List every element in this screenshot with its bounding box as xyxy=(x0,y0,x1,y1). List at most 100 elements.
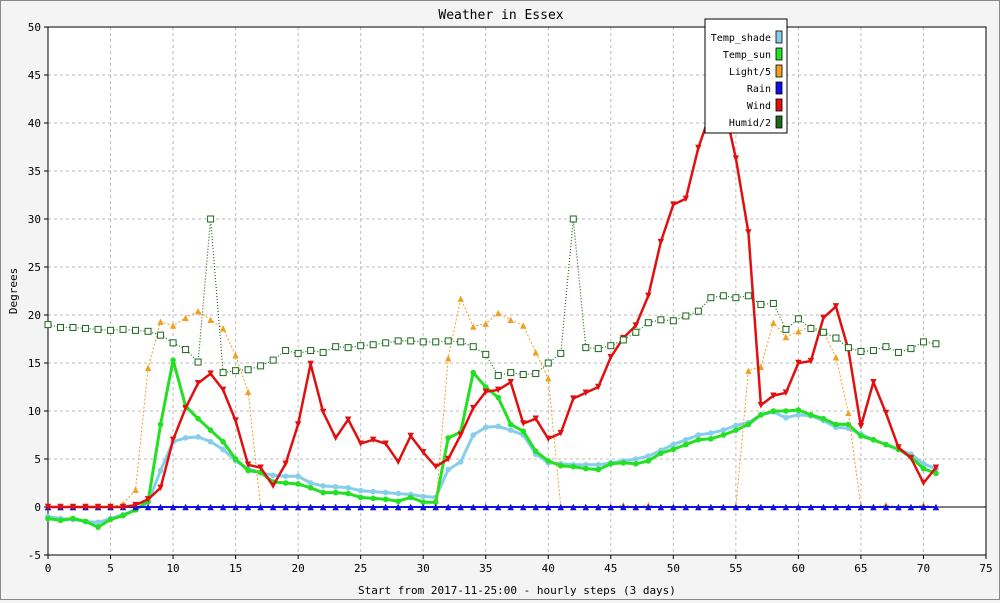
data-point xyxy=(795,407,802,413)
data-point xyxy=(657,238,665,246)
data-point xyxy=(695,437,702,443)
data-point xyxy=(707,294,715,302)
data-point xyxy=(82,503,89,511)
data-point xyxy=(244,366,252,374)
data-point xyxy=(195,415,201,422)
data-point xyxy=(82,518,89,525)
data-point xyxy=(682,195,690,203)
data-point xyxy=(658,450,664,457)
data-point xyxy=(544,359,552,367)
data-point xyxy=(232,417,239,424)
data-point xyxy=(657,316,665,324)
data-point xyxy=(232,352,239,359)
data-point xyxy=(757,503,765,511)
data-point xyxy=(582,503,589,511)
data-point xyxy=(557,349,565,357)
series-layer xyxy=(44,98,940,530)
data-point xyxy=(532,349,539,356)
data-point xyxy=(582,344,590,352)
data-point xyxy=(382,489,389,496)
y-tick-label: 0 xyxy=(34,501,41,514)
x-tick-label: 35 xyxy=(479,562,492,575)
data-point xyxy=(207,215,215,223)
data-point xyxy=(470,323,477,330)
data-point xyxy=(857,423,865,430)
data-point xyxy=(695,432,702,438)
data-point xyxy=(457,338,465,346)
data-point xyxy=(369,503,377,511)
data-point xyxy=(295,481,301,487)
data-point xyxy=(282,480,289,486)
data-point xyxy=(683,437,689,443)
data-point xyxy=(169,339,177,347)
data-point xyxy=(870,503,877,511)
data-point xyxy=(394,458,402,466)
x-axis-label: Start from 2017-11-25:00 - hourly steps … xyxy=(358,584,676,597)
data-point xyxy=(582,461,589,468)
legend-label: Rain xyxy=(747,84,771,95)
data-point xyxy=(395,498,401,505)
data-point xyxy=(157,318,164,325)
data-point xyxy=(370,488,376,495)
data-point xyxy=(95,524,101,530)
data-point xyxy=(444,337,452,345)
data-point xyxy=(708,430,714,436)
data-point xyxy=(344,344,352,352)
data-point xyxy=(332,343,340,351)
data-point xyxy=(182,314,189,322)
y-tick-label: -5 xyxy=(28,549,41,562)
y-tick-label: 45 xyxy=(28,69,41,82)
data-point xyxy=(507,427,514,434)
data-point xyxy=(345,485,351,491)
data-point xyxy=(357,440,364,447)
data-point xyxy=(870,437,877,443)
data-point xyxy=(157,467,164,474)
data-point xyxy=(332,484,339,490)
y-tick-label: 25 xyxy=(28,261,41,274)
data-point xyxy=(320,489,326,496)
data-point xyxy=(332,503,339,511)
data-point xyxy=(457,503,464,511)
data-point xyxy=(307,480,314,486)
data-point xyxy=(882,503,890,511)
data-point xyxy=(219,369,227,377)
data-point xyxy=(395,490,401,497)
chart-title: Weather in Essex xyxy=(438,8,563,23)
data-point xyxy=(445,503,452,511)
data-point xyxy=(482,503,489,511)
data-point xyxy=(682,503,690,511)
data-point xyxy=(495,386,502,394)
data-point xyxy=(495,423,502,430)
data-point xyxy=(832,334,840,342)
data-point xyxy=(857,347,865,355)
data-point xyxy=(282,473,289,480)
data-point xyxy=(857,503,865,511)
data-point xyxy=(920,479,927,487)
data-point xyxy=(820,415,827,422)
data-point xyxy=(770,408,777,414)
data-point xyxy=(695,503,702,511)
data-point xyxy=(670,446,677,453)
data-point xyxy=(569,215,577,223)
legend-box xyxy=(704,18,788,134)
data-point xyxy=(757,300,765,308)
data-point xyxy=(858,433,864,439)
data-point xyxy=(295,473,301,480)
data-point xyxy=(294,349,302,357)
data-point xyxy=(220,438,226,445)
data-point xyxy=(44,503,52,511)
data-point xyxy=(707,503,715,511)
data-point xyxy=(307,347,315,355)
data-point xyxy=(407,432,414,440)
legend-swatch xyxy=(775,115,783,129)
data-point xyxy=(257,503,264,511)
data-point xyxy=(733,427,739,434)
data-point xyxy=(44,321,52,329)
data-point xyxy=(144,327,152,335)
data-point xyxy=(232,456,239,462)
data-point xyxy=(907,345,915,353)
data-point xyxy=(782,325,790,333)
data-point xyxy=(782,503,790,511)
data-point xyxy=(633,461,639,467)
data-point xyxy=(795,359,802,367)
